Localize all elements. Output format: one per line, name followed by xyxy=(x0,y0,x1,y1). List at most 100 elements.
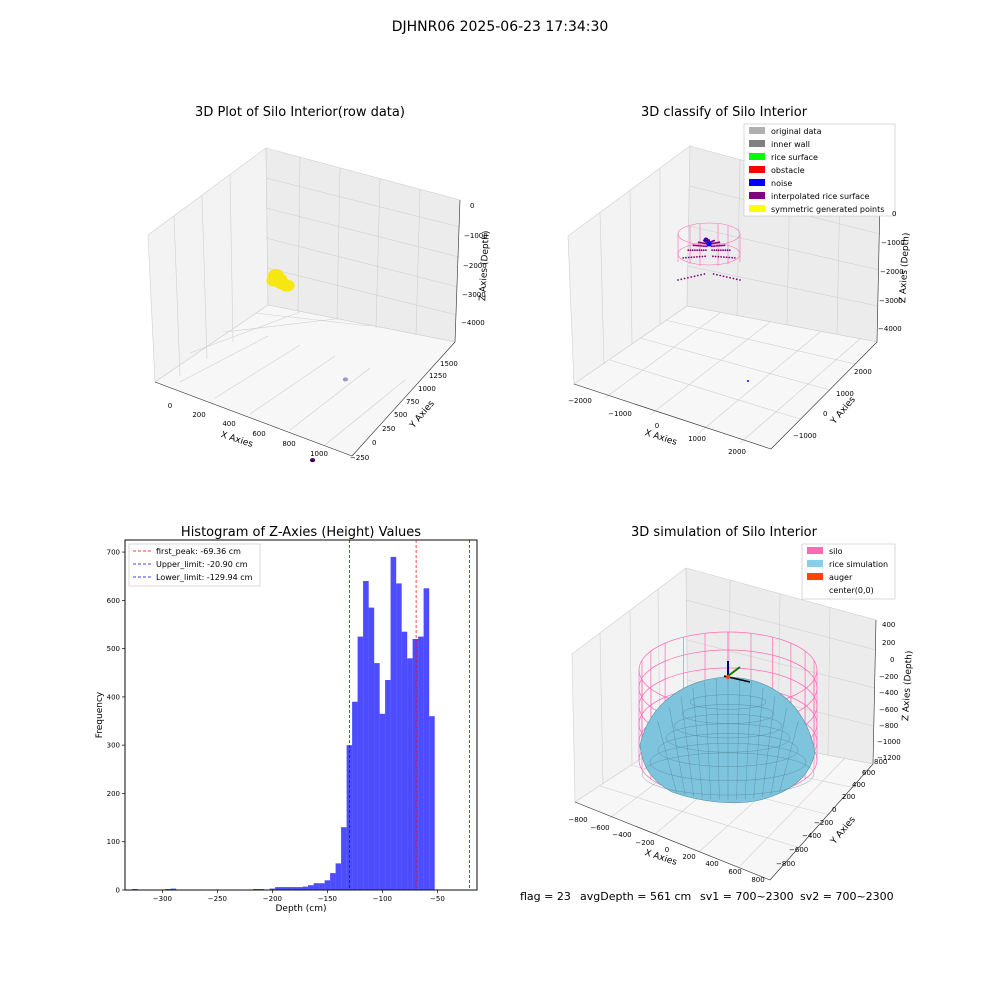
hist-y-tick-label: 100 xyxy=(107,838,120,846)
interpolated-surface-point xyxy=(715,249,718,252)
classify-y-label: Y Axies xyxy=(829,395,858,427)
classify-x-tick: 0 xyxy=(655,422,659,430)
classify-z-tick: −2000 xyxy=(880,268,904,276)
noise-point xyxy=(747,380,749,382)
hist-x-tick-label: −200 xyxy=(263,895,282,903)
classify-legend-label: obstacle xyxy=(771,166,805,175)
raw-y-tick: 750 xyxy=(406,398,419,406)
rice-mesh-line xyxy=(680,696,694,797)
classify-legend-label: inner wall xyxy=(771,140,810,149)
raw-data-point xyxy=(279,279,295,292)
interpolated-surface-point xyxy=(710,245,713,248)
interpolated-surface-point xyxy=(699,244,701,247)
classify-legend-swatch xyxy=(749,192,765,199)
interpolated-surface-point xyxy=(718,244,721,247)
hist-bar xyxy=(132,889,138,890)
sim-y-tick: 0 xyxy=(832,806,836,814)
classify-z-ticks: 0 −1000 −2000 −3000 −4000 xyxy=(878,210,905,333)
raw-3d-box xyxy=(147,147,461,457)
hist-bar xyxy=(319,883,325,890)
raw-x-ticks: 0 200 400 600 800 1000 xyxy=(168,402,328,458)
interpolated-surface-point xyxy=(712,273,715,275)
panel-classify: 3D classify of Silo Interior xyxy=(567,105,912,456)
interpolated-surface-point xyxy=(687,249,690,252)
sim-plot-title: 3D simulation of Silo Interior xyxy=(631,525,818,540)
raw-y-tick: 500 xyxy=(394,411,407,419)
interpolated-surface-point xyxy=(698,255,701,258)
interpolated-surface-point xyxy=(705,245,708,248)
hist-bar xyxy=(313,883,320,890)
rice-mesh-ring xyxy=(641,752,815,796)
sim-legend: silo rice simulation auger center(0,0) xyxy=(801,543,896,600)
hist-bar xyxy=(330,873,336,890)
sim-y-tick: 200 xyxy=(842,793,855,801)
hist-x-tick-label: −300 xyxy=(153,895,172,903)
interpolated-surface-point xyxy=(693,256,695,258)
sim-z-tick: 200 xyxy=(882,639,895,647)
classify-legend-swatch xyxy=(749,166,765,173)
hist-y-tick-label: 700 xyxy=(107,549,120,557)
classify-x-tick: 2000 xyxy=(728,448,746,456)
sim-z-ticks: 400 200 0 −200 −400 −600 −800 −1000 −120… xyxy=(877,621,901,762)
classify-x-tick: −2000 xyxy=(568,397,592,405)
raw-x-tick: 200 xyxy=(192,411,205,419)
sim-legend-label: silo xyxy=(829,547,843,556)
rice-mesh-line xyxy=(704,681,712,800)
hist-bar xyxy=(291,887,298,890)
interpolated-surface-point xyxy=(704,255,706,258)
sim-legend-swatch xyxy=(807,547,823,554)
sim-z-tick: −600 xyxy=(879,706,898,714)
rice-mesh-line xyxy=(736,678,740,800)
hist-legend-label: first_peak: -69.36 cm xyxy=(156,547,241,556)
hist-bar xyxy=(324,880,331,890)
interpolated-surface-point xyxy=(725,276,728,278)
raw-z-ticks: 0 −1000 −2000 −3000 −4000 xyxy=(461,202,488,327)
interpolated-surface-point xyxy=(696,274,699,277)
hist-bar xyxy=(253,889,259,890)
hist-x-label: Depth (cm) xyxy=(275,904,326,914)
interpolated-surface-point xyxy=(735,278,738,281)
classify-y-ticks: −1000 0 1000 2000 xyxy=(793,368,872,440)
sim-x-tick: 200 xyxy=(682,853,695,861)
interpolated-surface-point xyxy=(682,257,685,259)
classify-x-ticks: −2000 −1000 0 1000 2000 xyxy=(568,397,746,456)
sim-x-tick: 800 xyxy=(751,876,764,884)
sim-z-tick: 0 xyxy=(890,656,894,664)
classify-z-tick: −1000 xyxy=(881,239,905,247)
hist-bar xyxy=(396,583,402,890)
raw-z-tick: −1000 xyxy=(464,232,488,240)
interpolated-surface-point xyxy=(722,244,724,247)
hist-bar xyxy=(412,639,419,890)
raw-data-point xyxy=(309,458,316,463)
interpolated-surface-point xyxy=(701,255,704,258)
footer-sv1: sv1 = 700~2300 xyxy=(700,890,794,903)
rice-mesh-line xyxy=(770,707,787,795)
classify-x-tick: −1000 xyxy=(608,410,632,418)
interpolated-surface-point xyxy=(694,249,696,252)
raw-y-tick: 0 xyxy=(372,439,376,447)
hist-bar xyxy=(363,581,369,890)
figure-suptitle: DJHNR06 2025-06-23 17:34:30 xyxy=(392,19,609,35)
sim-legend-label: rice simulation xyxy=(829,560,888,569)
interpolated-surface-point xyxy=(731,256,733,259)
sim-x-tick: 400 xyxy=(705,860,718,868)
rice-mesh-ring xyxy=(689,694,767,710)
hist-bar xyxy=(352,701,358,890)
interpolated-surface-point xyxy=(712,255,714,258)
rice-mesh-ring xyxy=(673,713,783,739)
interpolated-surface-point xyxy=(732,277,735,280)
interpolated-surface-point xyxy=(704,245,706,248)
sim-y-tick: 800 xyxy=(874,758,887,766)
sim-x-ticks: −800 −600 −400 −200 0 200 400 600 800 xyxy=(568,816,764,884)
classify-z-tick: −3000 xyxy=(879,297,903,305)
hist-bar xyxy=(335,863,342,890)
panel-simulation: 3D simulation of Silo Interior xyxy=(568,525,914,884)
raw-y-tick: 250 xyxy=(382,425,395,433)
sim-legend-swatch xyxy=(807,573,823,580)
sim-z-tick: −1000 xyxy=(877,738,901,746)
hist-bar xyxy=(390,556,397,890)
classify-y-tick: 2000 xyxy=(854,368,872,376)
raw-y-tick: 1250 xyxy=(429,372,447,380)
rice-mesh-ring xyxy=(649,743,807,781)
interpolated-surface-point xyxy=(728,256,731,259)
